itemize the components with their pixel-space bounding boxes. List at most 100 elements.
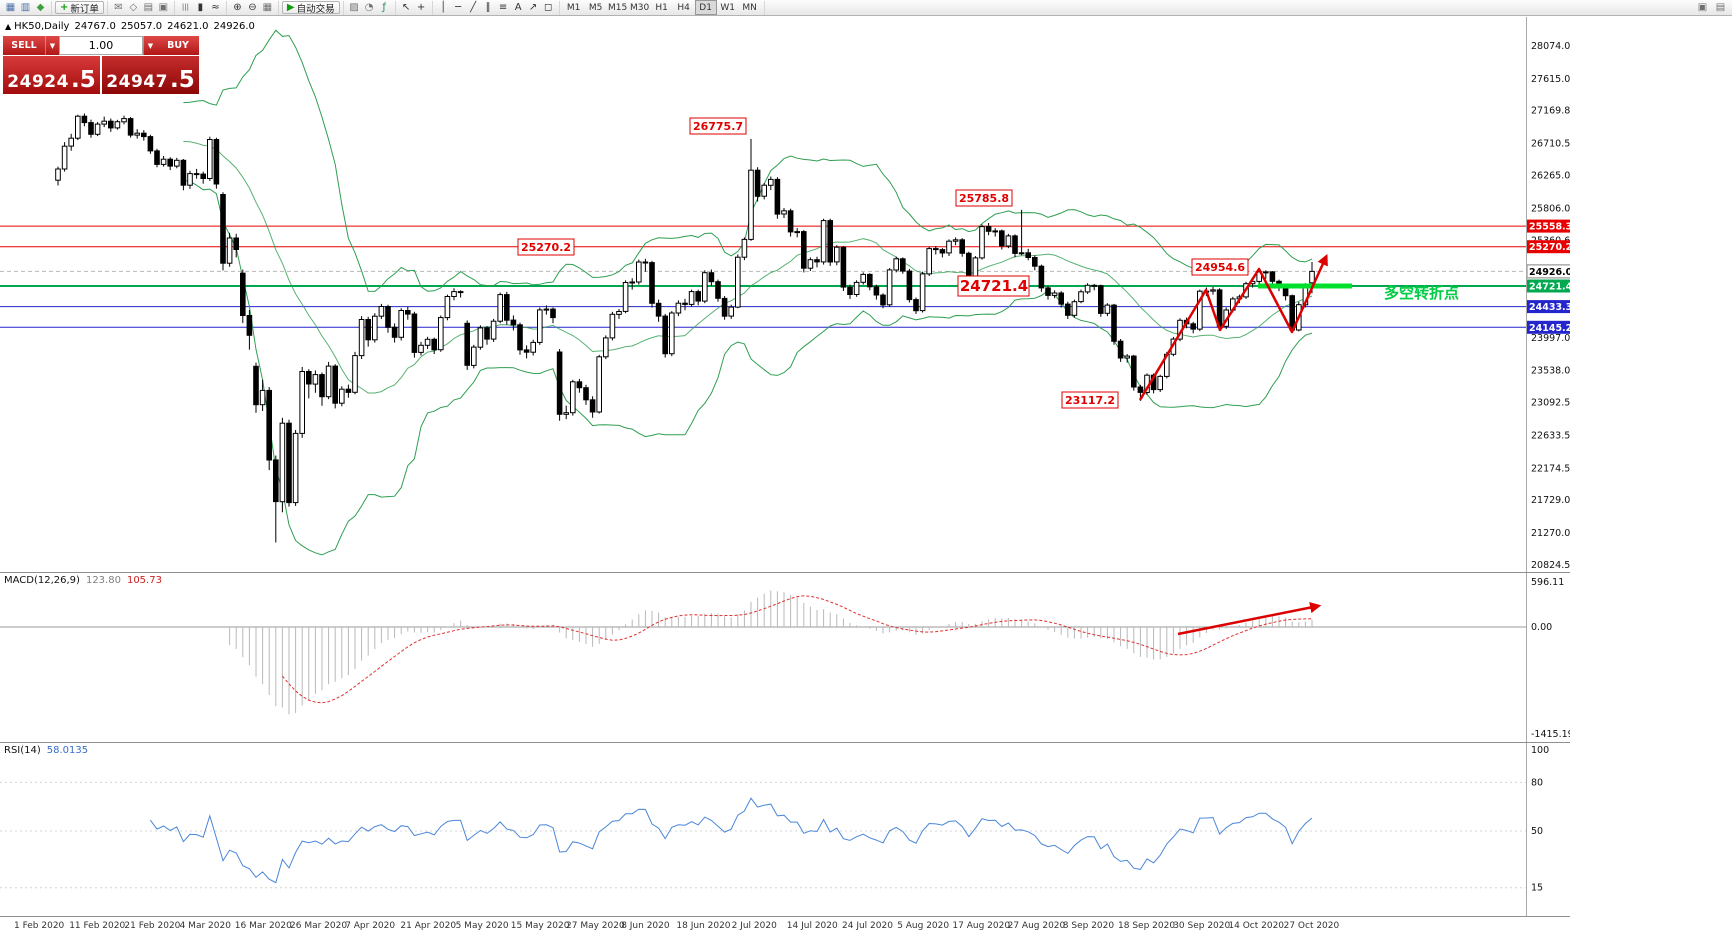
date-label: 24 Jul 2020 xyxy=(842,921,893,931)
annotation-box[interactable] xyxy=(689,117,747,135)
macd-signal-value: 105.73 xyxy=(126,575,162,586)
crosshair-icon[interactable]: + xyxy=(416,1,426,13)
date-label: 4 Mar 2020 xyxy=(179,921,231,931)
shapes-icon[interactable]: ◻ xyxy=(543,1,553,13)
price-axis-label: 28074.0 xyxy=(1531,41,1570,52)
vertical-line-icon[interactable]: │ xyxy=(440,1,447,13)
strategy-tester-icon[interactable]: ◇ xyxy=(129,1,138,13)
timeframe-mn[interactable]: MN xyxy=(742,2,757,13)
trendline-icon[interactable]: ╱ xyxy=(470,1,477,13)
channel-icon[interactable]: ∥ xyxy=(485,1,491,13)
fibonacci-icon[interactable]: ≡ xyxy=(498,1,508,13)
toolbar-group-timeframes: M1 M5 M15 M30 H1 H4 D1 W1 MN xyxy=(560,0,765,15)
sell-price-box[interactable]: 24924 .5 xyxy=(3,56,100,94)
svg-text:24721.4: 24721.4 xyxy=(1529,282,1570,293)
svg-text:24433.3: 24433.3 xyxy=(1529,302,1570,313)
annotation-box[interactable] xyxy=(955,189,1013,207)
svg-text:24954.6: 24954.6 xyxy=(1195,261,1245,274)
new-order-button-label: 新订单 xyxy=(70,3,99,15)
template-icon[interactable]: ▨ xyxy=(349,1,359,13)
new-window-icon[interactable]: ▣ xyxy=(1697,1,1708,13)
toolbar-group-drawings: │ ─ ╱ ∥ ≡ A ↗ ◻ xyxy=(433,0,560,15)
price-axis-label: 27615.0 xyxy=(1531,74,1570,85)
rsi-pane[interactable]: 100 80 50 15 xyxy=(0,742,1570,916)
main-chart-canvas[interactable]: 28074.0 27615.0 27169.8 26710.5 26265.0 25806… xyxy=(0,16,1570,572)
profiles-icon[interactable]: ▣ xyxy=(158,1,169,13)
date-label: 26 Mar 2020 xyxy=(290,921,348,931)
date-axis[interactable]: 1 Feb 2020 11 Feb 2020 21 Feb 2020 4 Mar 20… xyxy=(0,916,1570,942)
auto-trading-button-label: 自动交易 xyxy=(296,3,335,15)
one-click-toggle[interactable]: ▲ xyxy=(5,22,12,31)
auto-trading-button[interactable]: ▶ 自动交易 xyxy=(281,1,340,15)
toolbar-group-files: ✉ ◇ ▤ ▣ xyxy=(108,0,175,15)
trend-zigzag-arrow[interactable] xyxy=(1138,253,1328,401)
annotation-box[interactable] xyxy=(517,238,575,256)
line-chart-icon[interactable]: ≈ xyxy=(211,1,220,13)
timeframe-m1[interactable]: M1 xyxy=(566,2,581,13)
bollinger-middle xyxy=(183,141,1313,394)
sell-dropdown-caret[interactable]: ▼ xyxy=(45,36,59,55)
candle-chart-icon[interactable]: ▮ xyxy=(197,1,204,13)
macd-canvas[interactable]: 596.11 0.00 -1415.19 xyxy=(0,572,1570,742)
symbol-name: HK50,Daily xyxy=(14,21,70,32)
svg-text:26775.7: 26775.7 xyxy=(693,120,743,133)
text-icon[interactable]: A xyxy=(514,1,522,13)
price-axis-badge xyxy=(1527,240,1570,254)
date-label: 8 Jun 2020 xyxy=(621,921,670,931)
price-axis-badge xyxy=(1527,219,1570,233)
macd-pane[interactable]: 596.11 0.00 -1415.19 xyxy=(0,572,1570,742)
price-axis-separator xyxy=(1526,17,1527,916)
timeframe-m5[interactable]: M5 xyxy=(588,2,603,13)
cursor-icon[interactable]: ↖ xyxy=(401,1,411,13)
date-label: 5 May 2020 xyxy=(455,921,509,931)
arrows-icon[interactable]: ↗ xyxy=(528,1,538,13)
macd-name: MACD(12,26,9) xyxy=(4,575,80,586)
buy-price-box[interactable]: 24947 .5 xyxy=(102,56,199,94)
data-window-icon[interactable]: ▥ xyxy=(20,1,31,13)
date-label: 15 May 2020 xyxy=(510,921,570,931)
timeframe-d1[interactable]: D1 xyxy=(694,0,717,15)
tile-windows-icon[interactable]: ▦ xyxy=(262,1,273,13)
date-label: 8 Sep 2020 xyxy=(1062,921,1115,931)
annotation-box[interactable] xyxy=(957,275,1030,297)
market-watch-icon[interactable]: ▦ xyxy=(5,1,16,13)
zoom-out-icon[interactable]: ⊖ xyxy=(248,1,257,13)
timeframe-h4[interactable]: H4 xyxy=(677,2,690,13)
indicators-icon[interactable]: ƒ xyxy=(382,1,386,13)
sell-price-frac: .5 xyxy=(70,67,96,94)
sell-button[interactable]: SELL xyxy=(3,36,45,55)
annotation-box[interactable] xyxy=(1061,391,1119,409)
buy-button[interactable]: BUY xyxy=(157,36,199,55)
navigator-icon[interactable]: ◆ xyxy=(36,1,45,13)
macd-trend-arrow[interactable] xyxy=(1177,602,1322,636)
zoom-in-icon[interactable]: ⊕ xyxy=(233,1,242,13)
rsi-pane-separator[interactable] xyxy=(0,742,1570,743)
macd-pane-separator[interactable] xyxy=(0,572,1570,573)
price-axis-label: 27169.8 xyxy=(1531,106,1570,117)
volume-input[interactable] xyxy=(59,36,143,55)
new-order-button[interactable]: + 新订单 xyxy=(55,1,104,15)
timeframe-h1[interactable]: H1 xyxy=(655,2,668,13)
bar-chart-icon[interactable]: ||| xyxy=(181,3,189,11)
timeframe-m15[interactable]: M15 xyxy=(608,2,628,13)
period-icon[interactable]: ◔ xyxy=(364,1,374,13)
annotation-box[interactable] xyxy=(1191,258,1249,276)
toolbar-group-autotrade: ▶ 自动交易 xyxy=(279,0,344,15)
new-chart-icon[interactable]: ▤ xyxy=(143,1,154,13)
timeframe-m30[interactable]: M30 xyxy=(630,2,650,13)
macd-label: MACD(12,26,9) 123.80 105.73 xyxy=(4,575,162,586)
rsi-canvas[interactable]: 100 80 50 15 xyxy=(0,742,1570,916)
horizontal-line-icon[interactable]: ─ xyxy=(455,1,462,13)
price-axis-label: 21729.0 xyxy=(1531,495,1570,506)
price-axis-label: 22633.5 xyxy=(1531,431,1570,442)
main-chart-pane[interactable]: 28074.0 27615.0 27169.8 26710.5 26265.0 25806… xyxy=(0,16,1570,572)
window-list-icon[interactable]: ▤ xyxy=(1715,1,1726,13)
date-label: 18 Sep 2020 xyxy=(1118,921,1176,931)
bollinger-upper xyxy=(183,29,1313,292)
candles-layer xyxy=(55,113,1315,543)
new-order-button-icon: + xyxy=(60,1,69,13)
volume-dropdown-caret[interactable]: ▼ xyxy=(143,36,157,55)
terminal-icon[interactable]: ✉ xyxy=(114,1,123,13)
timeframe-w1[interactable]: W1 xyxy=(720,2,735,13)
toolbar-group-misc: ▨ ◔ ƒ xyxy=(344,0,396,15)
